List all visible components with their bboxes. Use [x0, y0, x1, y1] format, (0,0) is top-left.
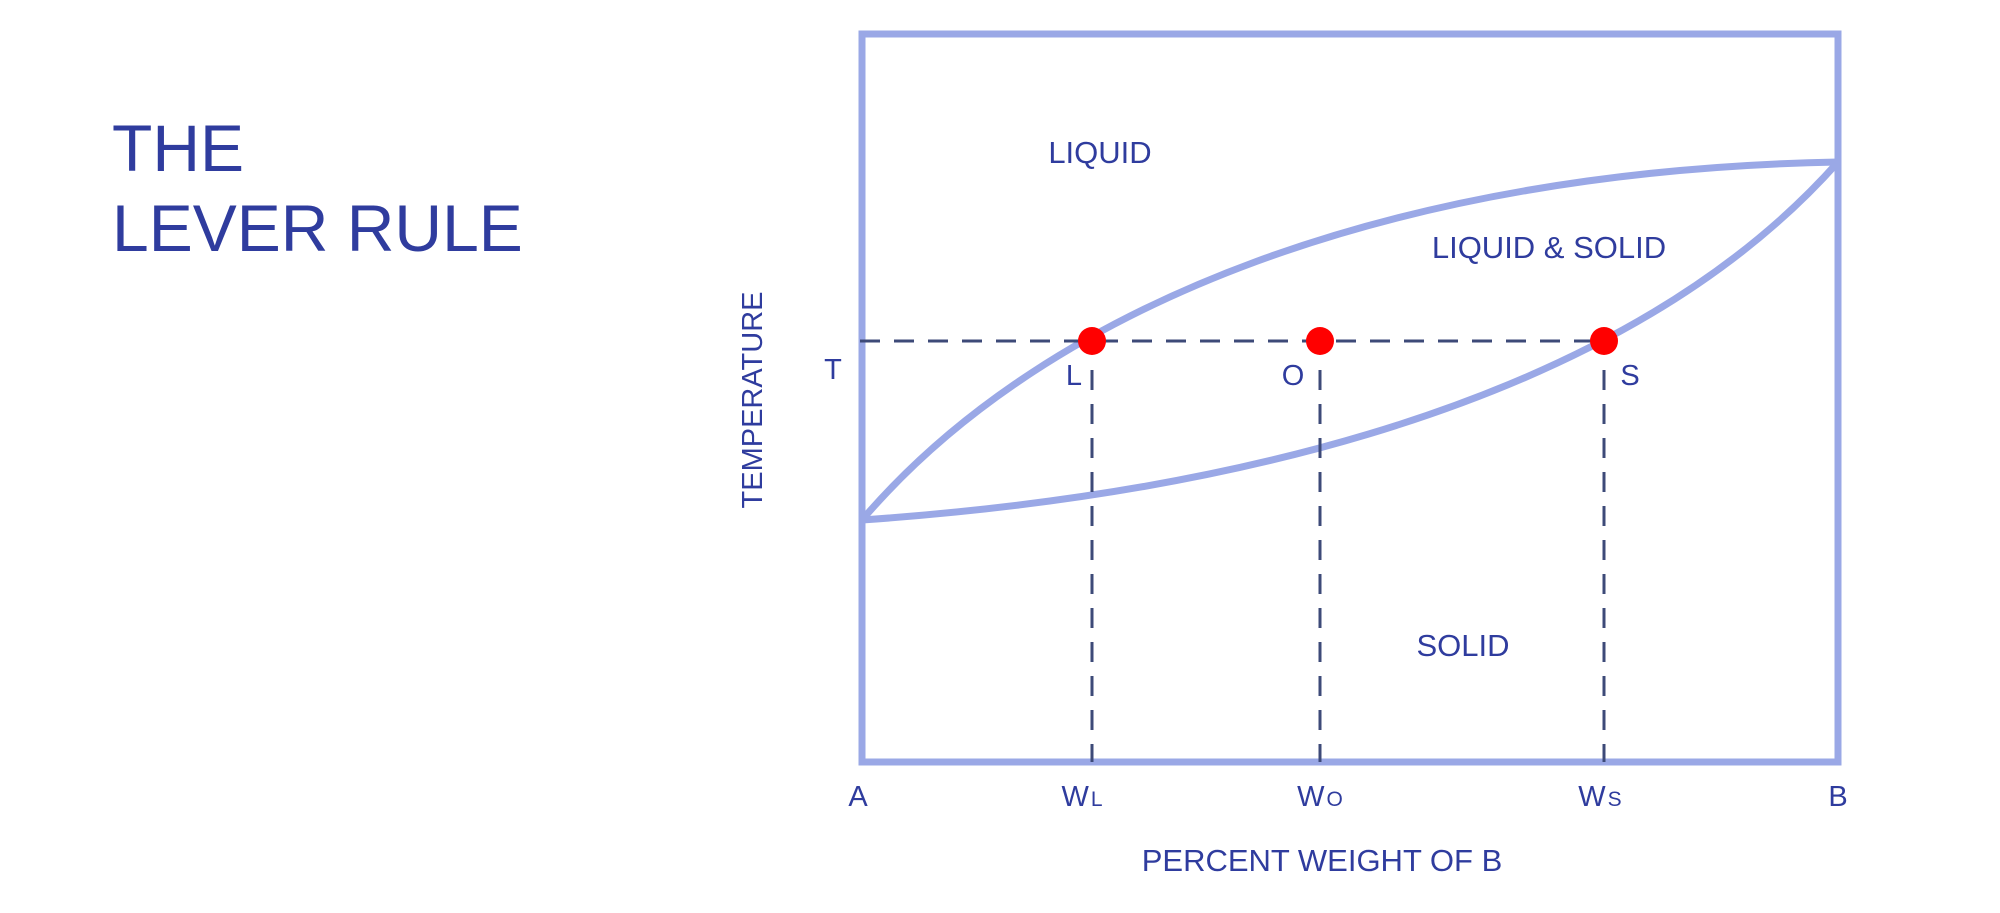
x-tick-ws-sub: S	[1608, 788, 1622, 811]
x-tick-wo-sub: O	[1327, 788, 1343, 811]
x-tick-a: A	[848, 781, 868, 813]
title-line-2: LEVER RULE	[112, 191, 523, 265]
point-l-marker	[1078, 327, 1106, 355]
title-line-1: THE	[112, 111, 244, 185]
region-solid-label: SOLID	[1416, 628, 1509, 663]
point-s-label: S	[1620, 360, 1639, 392]
x-tick-wl: WL	[1061, 781, 1102, 813]
point-o-label: O	[1282, 360, 1305, 392]
x-tick-wl-sub: L	[1091, 788, 1103, 811]
y-axis-label: TEMPERATURE	[737, 292, 769, 509]
slide-title: THE LEVER RULE	[112, 108, 523, 268]
x-tick-ws-main: W	[1578, 781, 1606, 813]
x-tick-wl-main: W	[1061, 781, 1089, 813]
x-tick-wo-main: W	[1297, 781, 1325, 813]
x-axis-label: PERCENT WEIGHT OF B	[1142, 843, 1503, 878]
x-tick-b: B	[1828, 781, 1847, 813]
region-liquid-label: LIQUID	[1048, 135, 1151, 170]
point-s-marker	[1590, 327, 1618, 355]
solidus-curve	[861, 159, 1841, 524]
x-tick-ws: WS	[1578, 781, 1621, 813]
point-l-label: L	[1066, 360, 1082, 392]
x-tick-wo: WO	[1297, 781, 1343, 813]
diagram-frame	[858, 30, 1842, 766]
liquidus-curve	[859, 158, 1839, 523]
region-liquid-solid-label: LIQUID & SOLID	[1432, 230, 1666, 265]
point-o-marker	[1306, 327, 1334, 355]
tie-line-temperature-label: T	[824, 354, 842, 386]
